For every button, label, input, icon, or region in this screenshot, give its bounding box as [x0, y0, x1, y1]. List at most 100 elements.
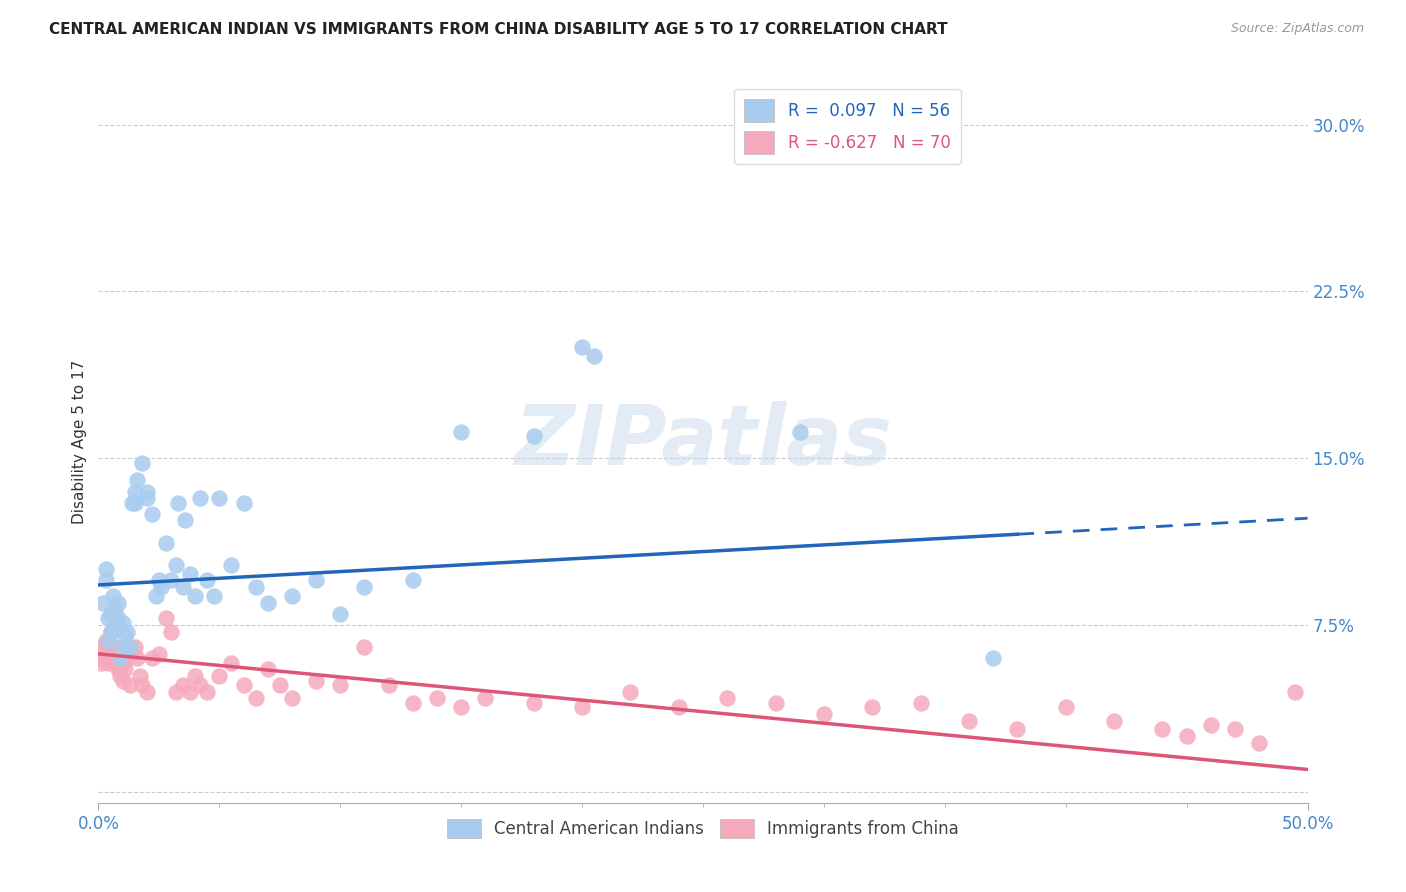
Point: [111, 640, 134, 655]
Point: [402, 696, 425, 710]
Point: [121, 496, 143, 510]
Point: [910, 696, 932, 710]
Point: [97, 633, 120, 648]
Point: [118, 640, 141, 655]
Point: [91, 651, 114, 665]
Point: [232, 678, 254, 692]
Point: [184, 589, 207, 603]
Point: [184, 669, 207, 683]
Point: [208, 491, 231, 506]
Point: [1249, 736, 1271, 750]
Point: [111, 615, 134, 630]
Point: [131, 678, 153, 692]
Point: [571, 700, 593, 714]
Text: ZIPatlas: ZIPatlas: [515, 401, 891, 482]
Point: [195, 574, 218, 588]
Point: [107, 596, 129, 610]
Point: [97, 656, 120, 670]
Point: [353, 580, 375, 594]
Point: [100, 607, 122, 621]
Point: [111, 673, 134, 688]
Point: [221, 656, 243, 670]
Point: [195, 684, 218, 698]
Point: [160, 574, 183, 588]
Point: [789, 425, 811, 439]
Point: [107, 651, 129, 665]
Point: [1223, 723, 1246, 737]
Point: [167, 496, 190, 510]
Point: [94, 633, 117, 648]
Point: [124, 640, 146, 655]
Point: [108, 669, 131, 683]
Point: [716, 691, 738, 706]
Point: [107, 611, 129, 625]
Point: [107, 662, 129, 676]
Point: [165, 558, 187, 572]
Point: [269, 678, 291, 692]
Point: [188, 491, 211, 506]
Point: [91, 596, 114, 610]
Point: [571, 340, 593, 354]
Point: [94, 640, 117, 655]
Point: [100, 624, 122, 639]
Point: [450, 425, 472, 439]
Point: [127, 474, 149, 488]
Point: [765, 696, 787, 710]
Point: [179, 566, 201, 581]
Point: [97, 611, 120, 625]
Point: [97, 647, 120, 661]
Point: [619, 684, 641, 698]
Point: [957, 714, 980, 728]
Point: [1152, 723, 1174, 737]
Point: [981, 651, 1004, 665]
Point: [104, 602, 127, 616]
Point: [118, 678, 141, 692]
Point: [104, 656, 127, 670]
Point: [165, 684, 187, 698]
Point: [141, 507, 163, 521]
Point: [111, 656, 134, 670]
Point: [94, 562, 117, 576]
Point: [402, 574, 425, 588]
Point: [353, 640, 375, 655]
Point: [135, 684, 157, 698]
Point: [281, 691, 304, 706]
Point: [1007, 723, 1029, 737]
Point: [245, 691, 267, 706]
Point: [281, 589, 304, 603]
Point: [208, 669, 231, 683]
Point: [127, 651, 149, 665]
Point: [101, 647, 124, 661]
Point: [148, 647, 170, 661]
Point: [117, 651, 139, 665]
Point: [155, 535, 177, 549]
Legend: Central American Indians, Immigrants from China: Central American Indians, Immigrants fro…: [440, 813, 966, 845]
Point: [329, 678, 352, 692]
Text: CENTRAL AMERICAN INDIAN VS IMMIGRANTS FROM CHINA DISABILITY AGE 5 TO 17 CORRELAT: CENTRAL AMERICAN INDIAN VS IMMIGRANTS FR…: [49, 22, 948, 37]
Point: [1054, 700, 1077, 714]
Point: [813, 706, 835, 721]
Point: [188, 678, 211, 692]
Point: [1284, 684, 1306, 698]
Point: [172, 678, 194, 692]
Point: [114, 629, 136, 643]
Point: [1199, 718, 1222, 732]
Point: [101, 589, 124, 603]
Point: [100, 651, 122, 665]
Point: [141, 651, 163, 665]
Point: [204, 589, 226, 603]
Point: [583, 349, 606, 363]
Point: [100, 624, 122, 639]
Point: [1102, 714, 1125, 728]
Point: [114, 662, 136, 676]
Point: [668, 700, 690, 714]
Point: [155, 611, 177, 625]
Point: [160, 624, 183, 639]
Point: [450, 700, 472, 714]
Point: [305, 673, 328, 688]
Point: [221, 558, 243, 572]
Point: [245, 580, 267, 594]
Point: [148, 574, 170, 588]
Point: [179, 684, 201, 698]
Point: [90, 656, 112, 670]
